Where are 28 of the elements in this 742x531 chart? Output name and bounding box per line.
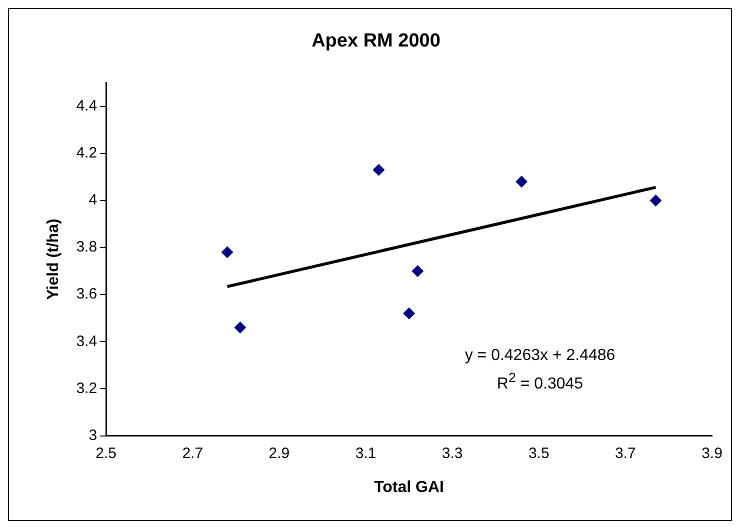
y-axis-title: Yield (t/ha) <box>45 218 62 300</box>
annotation: y = 0.4263x + 2.4486 <box>464 346 616 366</box>
y-tick-label: 4.4 <box>76 97 98 114</box>
point <box>650 194 662 206</box>
chart-title: Apex RM 2000 <box>312 30 440 52</box>
annotation: R$^{2}$ = 0.3045 <box>496 369 584 394</box>
x-axis-title: Total GAI <box>374 478 444 496</box>
point <box>403 307 416 320</box>
x-tick-label: 2.9 <box>268 444 290 462</box>
x-tick-label: 3.5 <box>528 444 550 462</box>
y-tick-label: 3.4 <box>76 332 98 350</box>
y-tick-label: 3.8 <box>76 238 98 256</box>
point <box>516 176 528 188</box>
y-tick-label: 3.2 <box>76 380 98 397</box>
x-tick-label: 3.9 <box>702 444 722 462</box>
y-tick-label: 4 <box>88 192 98 209</box>
x-tick-label: 2.7 <box>182 444 204 462</box>
point <box>412 265 424 278</box>
y-tick-label: 4.2 <box>76 144 98 162</box>
point <box>221 246 234 258</box>
point <box>234 322 246 334</box>
x-tick-label: 2.5 <box>96 444 116 462</box>
point <box>372 164 385 176</box>
y-tick-label: 3 <box>88 426 98 444</box>
x-tick-label: 3.3 <box>442 444 463 462</box>
x-tick-label: 3.1 <box>355 444 376 462</box>
x-tick-label: 3.7 <box>615 444 636 462</box>
y-tick-label: 3.6 <box>76 286 98 303</box>
